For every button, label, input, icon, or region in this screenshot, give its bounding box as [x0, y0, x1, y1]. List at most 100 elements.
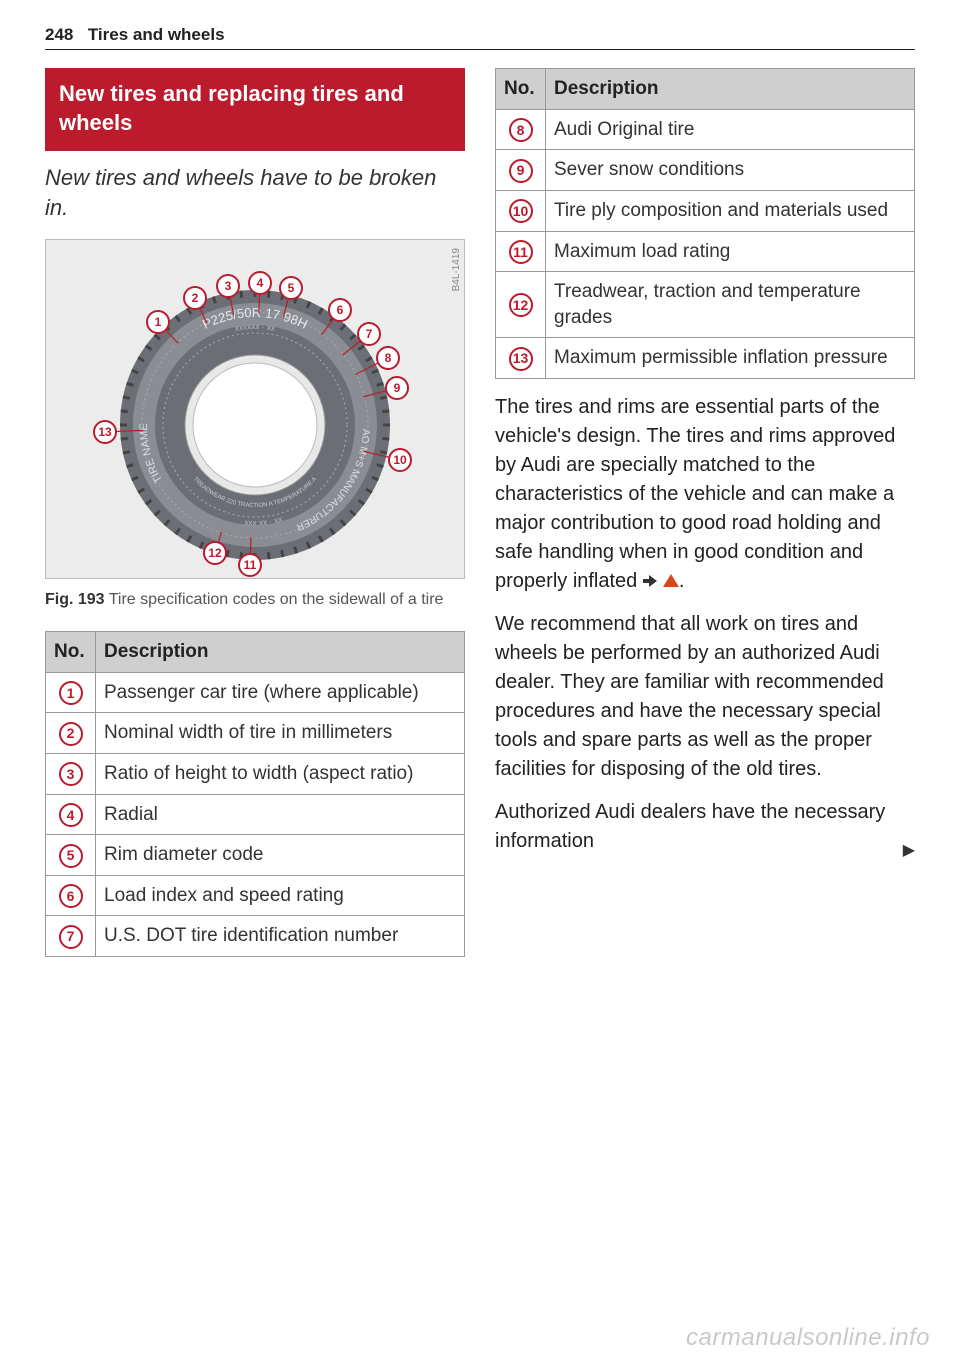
- svg-text:2: 2: [192, 291, 199, 305]
- section-subheading: New tires and wheels have to be broken i…: [45, 163, 465, 222]
- svg-text:11: 11: [244, 558, 257, 572]
- arrow-icon: [643, 575, 657, 587]
- row-description-cell: Ratio of height to width (aspect ratio): [96, 753, 465, 794]
- page-header: 248 Tires and wheels: [45, 25, 915, 50]
- row-number-cell: 8: [496, 109, 546, 150]
- row-description-cell: Passenger car tire (where applicable): [96, 672, 465, 713]
- left-column: New tires and replacing tires and wheels…: [45, 68, 465, 957]
- row-number-cell: 13: [496, 338, 546, 379]
- paragraph-1: The tires and rims are essential parts o…: [495, 393, 915, 596]
- table-row: 11 Maximum load rating: [496, 231, 915, 272]
- row-description-cell: Treadwear, traction and temperature grad…: [546, 272, 915, 338]
- spec-table-left: No. Description 1 Passenger car tire (whe…: [45, 631, 465, 957]
- callout-marker: 7: [358, 323, 380, 345]
- table-row: 7 U.S. DOT tire identification number: [46, 916, 465, 957]
- row-number-cell: 6: [46, 875, 96, 916]
- figure-caption-label: Fig. 193: [45, 591, 105, 608]
- warning-triangle-icon: [663, 574, 679, 587]
- right-column: No. Description 8 Audi Original tire 9 Seve…: [495, 68, 915, 957]
- figure-code: B4L-1419: [451, 248, 462, 291]
- svg-text:12: 12: [208, 546, 222, 560]
- continue-arrow-icon: ▶: [903, 839, 915, 862]
- row-number-cell: 3: [46, 753, 96, 794]
- circled-number-icon: 10: [509, 199, 533, 223]
- table-row: 6 Load index and speed rating: [46, 875, 465, 916]
- circled-number-icon: 5: [59, 844, 83, 868]
- table-header-no: No.: [46, 631, 96, 672]
- table-row: 9 Sever snow conditions: [496, 150, 915, 191]
- table-row: 12Treadwear, traction and temperature gr…: [496, 272, 915, 338]
- callout-marker: 10: [389, 449, 411, 471]
- section-heading: New tires and replacing tires and wheels: [45, 68, 465, 151]
- table-row: 3 Ratio of height to width (aspect ratio): [46, 753, 465, 794]
- paragraph-1-text: The tires and rims are essential parts o…: [495, 396, 895, 592]
- callout-marker: 1: [147, 311, 169, 333]
- row-description-cell: Nominal width of tire in millimeters: [96, 713, 465, 754]
- row-number-cell: 5: [46, 835, 96, 876]
- page-section-title: Tires and wheels: [88, 25, 225, 44]
- table-row: 10 Tire ply composition and materials use…: [496, 190, 915, 231]
- circled-number-icon: 7: [59, 925, 83, 949]
- circled-number-icon: 1: [59, 681, 83, 705]
- circled-number-icon: 9: [509, 159, 533, 183]
- callout-marker: 5: [280, 277, 302, 299]
- table-row: 2 Nominal width of tire in millimeters: [46, 713, 465, 754]
- circled-number-icon: 4: [59, 803, 83, 827]
- row-description-cell: Sever snow conditions: [546, 150, 915, 191]
- row-number-cell: 1: [46, 672, 96, 713]
- svg-text:4: 4: [257, 276, 264, 290]
- svg-text:13: 13: [98, 425, 112, 439]
- row-number-cell: 9: [496, 150, 546, 191]
- paragraph-2: We recommend that all work on tires and …: [495, 610, 915, 784]
- table-row: 8 Audi Original tire: [496, 109, 915, 150]
- circled-number-icon: 6: [59, 884, 83, 908]
- row-description-cell: Tire ply composition and materials used: [546, 190, 915, 231]
- row-number-cell: 2: [46, 713, 96, 754]
- svg-text:6: 6: [337, 303, 344, 317]
- table-row: 13 Maximum permissible inflation pressure: [496, 338, 915, 379]
- svg-text:9: 9: [394, 381, 401, 395]
- callout-marker: 3: [217, 275, 239, 297]
- paragraph-3-text: Authorized Audi dealers have the necessa…: [495, 801, 885, 852]
- svg-text:8: 8: [385, 351, 392, 365]
- circled-number-icon: 11: [509, 240, 533, 264]
- callout-marker: 2: [184, 287, 206, 309]
- table-header-desc: Description: [96, 631, 465, 672]
- table-row: 4 Radial: [46, 794, 465, 835]
- svg-text:7: 7: [366, 327, 373, 341]
- figure-caption: Fig. 193 Tire specification codes on the…: [45, 589, 465, 611]
- svg-text:3: 3: [225, 279, 232, 293]
- table-row: 5 Rim diameter code: [46, 835, 465, 876]
- svg-text:5: 5: [288, 281, 295, 295]
- row-description-cell: Rim diameter code: [96, 835, 465, 876]
- circled-number-icon: 8: [509, 118, 533, 142]
- callout-marker: 4: [249, 272, 271, 294]
- circled-number-icon: 3: [59, 762, 83, 786]
- row-description-cell: U.S. DOT tire identification number: [96, 916, 465, 957]
- callout-marker: 12: [204, 542, 226, 564]
- table-header-no: No.: [496, 69, 546, 110]
- paragraph-3: Authorized Audi dealers have the necessa…: [495, 798, 915, 856]
- row-number-cell: 7: [46, 916, 96, 957]
- row-number-cell: 12: [496, 272, 546, 338]
- table-row: 1 Passenger car tire (where applicable): [46, 672, 465, 713]
- callout-marker: 9: [386, 377, 408, 399]
- watermark: carmanualsonline.info: [686, 1324, 930, 1352]
- svg-text:10: 10: [393, 453, 407, 467]
- row-number-cell: 11: [496, 231, 546, 272]
- row-description-cell: Maximum load rating: [546, 231, 915, 272]
- row-number-cell: 4: [46, 794, 96, 835]
- row-description-cell: Maximum permissible inflation pressure: [546, 338, 915, 379]
- row-description-cell: Radial: [96, 794, 465, 835]
- table-header-desc: Description: [546, 69, 915, 110]
- circled-number-icon: 13: [509, 347, 533, 371]
- callout-marker: 13: [94, 421, 116, 443]
- figure-caption-text: Tire specification codes on the sidewall…: [109, 591, 444, 608]
- circled-number-icon: 2: [59, 722, 83, 746]
- two-column-layout: New tires and replacing tires and wheels…: [45, 68, 915, 957]
- figure-tire-diagram: B4L-1419 P225/50R 17 98HTIRE NAMEAO M+S …: [45, 239, 465, 579]
- callout-marker: 11: [239, 554, 261, 576]
- row-description-cell: Audi Original tire: [546, 109, 915, 150]
- row-description-cell: Load index and speed rating: [96, 875, 465, 916]
- tire-svg: P225/50R 17 98HTIRE NAMEAO M+S MANUFACTU…: [55, 260, 455, 579]
